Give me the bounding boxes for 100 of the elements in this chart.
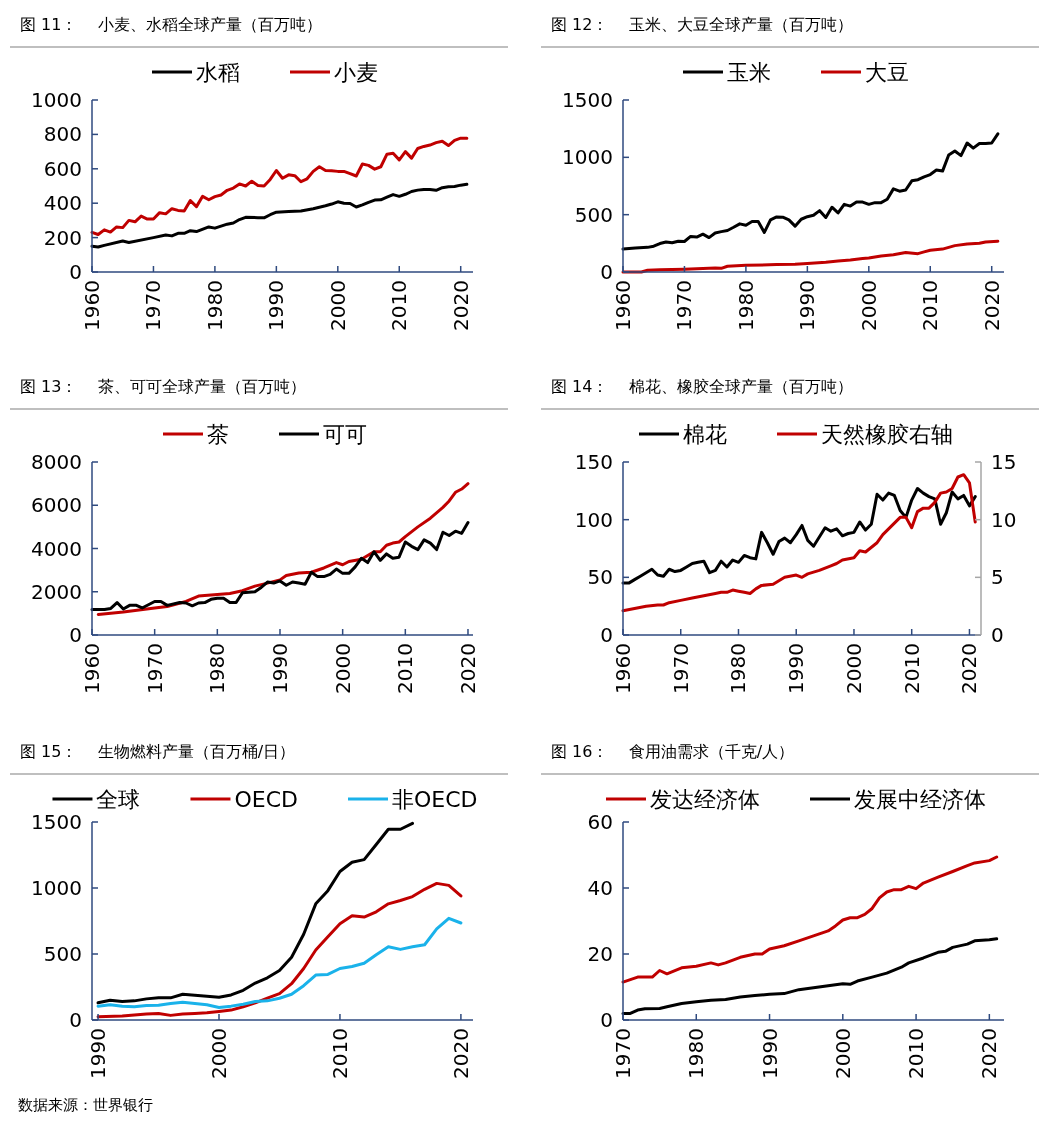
x-tick-label: 2000	[841, 643, 866, 694]
x-tick-label: 2010	[387, 280, 412, 331]
y-tick-label: 0	[600, 623, 613, 647]
legend-label: 茶	[207, 422, 229, 447]
legend-label: 棉花	[683, 422, 727, 447]
y2-tick-label: 15	[991, 450, 1017, 474]
y-tick-label: 60	[587, 810, 613, 834]
line-series	[621, 487, 977, 585]
legend-label: 大豆	[865, 60, 909, 85]
y-tick-label: 400	[43, 191, 82, 216]
x-tick-label: 2010	[327, 1028, 352, 1079]
line-series	[621, 855, 999, 984]
y-tick-label: 800	[43, 122, 82, 147]
x-tick-label: 1990	[86, 1028, 111, 1079]
y-tick-label: 0	[69, 260, 82, 284]
x-tick-label: 2020	[957, 643, 982, 694]
line-series	[90, 182, 469, 249]
x-tick-label: 2020	[977, 1028, 1002, 1079]
legend-label: 小麦	[334, 60, 378, 85]
y-tick-label: 600	[43, 156, 82, 181]
chart-title: 图 16： 食用油需求（千克/人）	[551, 742, 795, 761]
x-tick-label: 2010	[918, 280, 943, 331]
y-tick-label: 1000	[31, 88, 82, 112]
legend-label: OECD	[234, 787, 298, 812]
y2-tick-label: 5	[991, 565, 1004, 590]
x-tick-label: 2010	[899, 643, 924, 694]
x-tick-label: 2020	[448, 1028, 473, 1079]
y-tick-label: 1000	[562, 145, 613, 170]
x-tick-label: 1990	[795, 280, 820, 331]
x-tick-label: 1960	[611, 280, 635, 331]
y-tick-label: 1500	[562, 88, 613, 112]
legend-label: 天然橡胶右轴	[821, 422, 953, 447]
line-series	[90, 136, 469, 236]
x-tick-label: 2010	[393, 643, 418, 694]
y-tick-label: 500	[574, 202, 613, 227]
chart-title: 图 12： 玉米、大豆全球产量（百万吨）	[551, 15, 853, 34]
line-series	[621, 239, 1000, 274]
chart-title: 图 13： 茶、可可全球产量（百万吨）	[20, 377, 306, 396]
legend-label: 玉米	[727, 60, 771, 85]
x-tick-label: 2000	[856, 280, 881, 331]
y-tick-label: 0	[69, 623, 82, 647]
x-tick-label: 2020	[979, 280, 1004, 331]
x-tick-label: 1980	[205, 643, 230, 694]
y-tick-label: 20	[587, 942, 613, 966]
line-series	[96, 881, 463, 1019]
y2-tick-label: 10	[991, 507, 1017, 532]
chart-title: 图 15： 生物燃料产量（百万桶/日）	[20, 742, 296, 761]
x-tick-label: 1980	[733, 280, 758, 331]
y-tick-label: 6000	[31, 493, 82, 518]
line-series	[621, 937, 999, 1015]
x-tick-label: 1990	[784, 643, 809, 694]
line-series	[96, 821, 415, 1005]
line-series	[621, 473, 977, 613]
legend-label: 可可	[323, 422, 367, 447]
line-series	[90, 521, 470, 611]
y-tick-label: 200	[43, 225, 82, 250]
x-tick-label: 1970	[611, 1028, 635, 1079]
x-tick-label: 2000	[207, 1028, 231, 1079]
x-tick-label: 1990	[264, 280, 289, 331]
x-tick-label: 1970	[141, 280, 166, 331]
source-note: 数据来源：世界银行	[18, 1096, 153, 1114]
y-tick-label: 4000	[31, 536, 82, 561]
y-tick-label: 100	[574, 507, 613, 532]
x-tick-label: 2020	[448, 280, 473, 331]
y-tick-label: 8000	[31, 450, 82, 474]
x-tick-label: 1990	[757, 1028, 782, 1079]
x-tick-label: 2000	[325, 280, 350, 331]
chart-title: 图 11： 小麦、水稻全球产量（百万吨）	[20, 15, 322, 34]
x-tick-label: 1970	[672, 280, 697, 331]
y-tick-label: 150	[574, 450, 613, 474]
y-tick-label: 0	[600, 1008, 613, 1032]
x-tick-label: 1990	[267, 643, 292, 694]
x-tick-label: 2000	[330, 643, 355, 694]
x-tick-label: 1960	[80, 280, 104, 331]
x-tick-label: 1980	[726, 643, 751, 694]
x-tick-label: 2000	[830, 1028, 855, 1079]
legend-label: 发展中经济体	[854, 787, 986, 812]
y-tick-label: 0	[69, 1008, 82, 1032]
x-tick-label: 1970	[142, 643, 167, 694]
x-tick-label: 2010	[904, 1028, 929, 1079]
x-tick-label: 1970	[668, 643, 693, 694]
line-series	[96, 916, 463, 1009]
y-tick-label: 0	[600, 260, 613, 284]
x-tick-label: 1980	[684, 1028, 709, 1079]
legend-label: 全球	[96, 787, 141, 812]
y-tick-label: 50	[587, 565, 613, 590]
x-tick-label: 1960	[611, 643, 635, 694]
y2-tick-label: 0	[991, 623, 1004, 647]
y-tick-label: 1500	[31, 810, 82, 834]
y-tick-label: 40	[587, 876, 613, 900]
x-tick-label: 2020	[455, 643, 480, 694]
y-tick-label: 500	[43, 942, 82, 966]
y-tick-label: 2000	[31, 579, 82, 604]
x-tick-label: 1980	[202, 280, 227, 331]
legend-label: 发达经济体	[650, 787, 760, 812]
chart-title: 图 14： 棉花、橡胶全球产量（百万吨）	[551, 377, 853, 396]
y-tick-label: 1000	[31, 876, 82, 900]
legend-label: 非OECD	[392, 787, 478, 812]
x-tick-label: 1960	[80, 643, 104, 694]
line-series	[621, 132, 1000, 251]
